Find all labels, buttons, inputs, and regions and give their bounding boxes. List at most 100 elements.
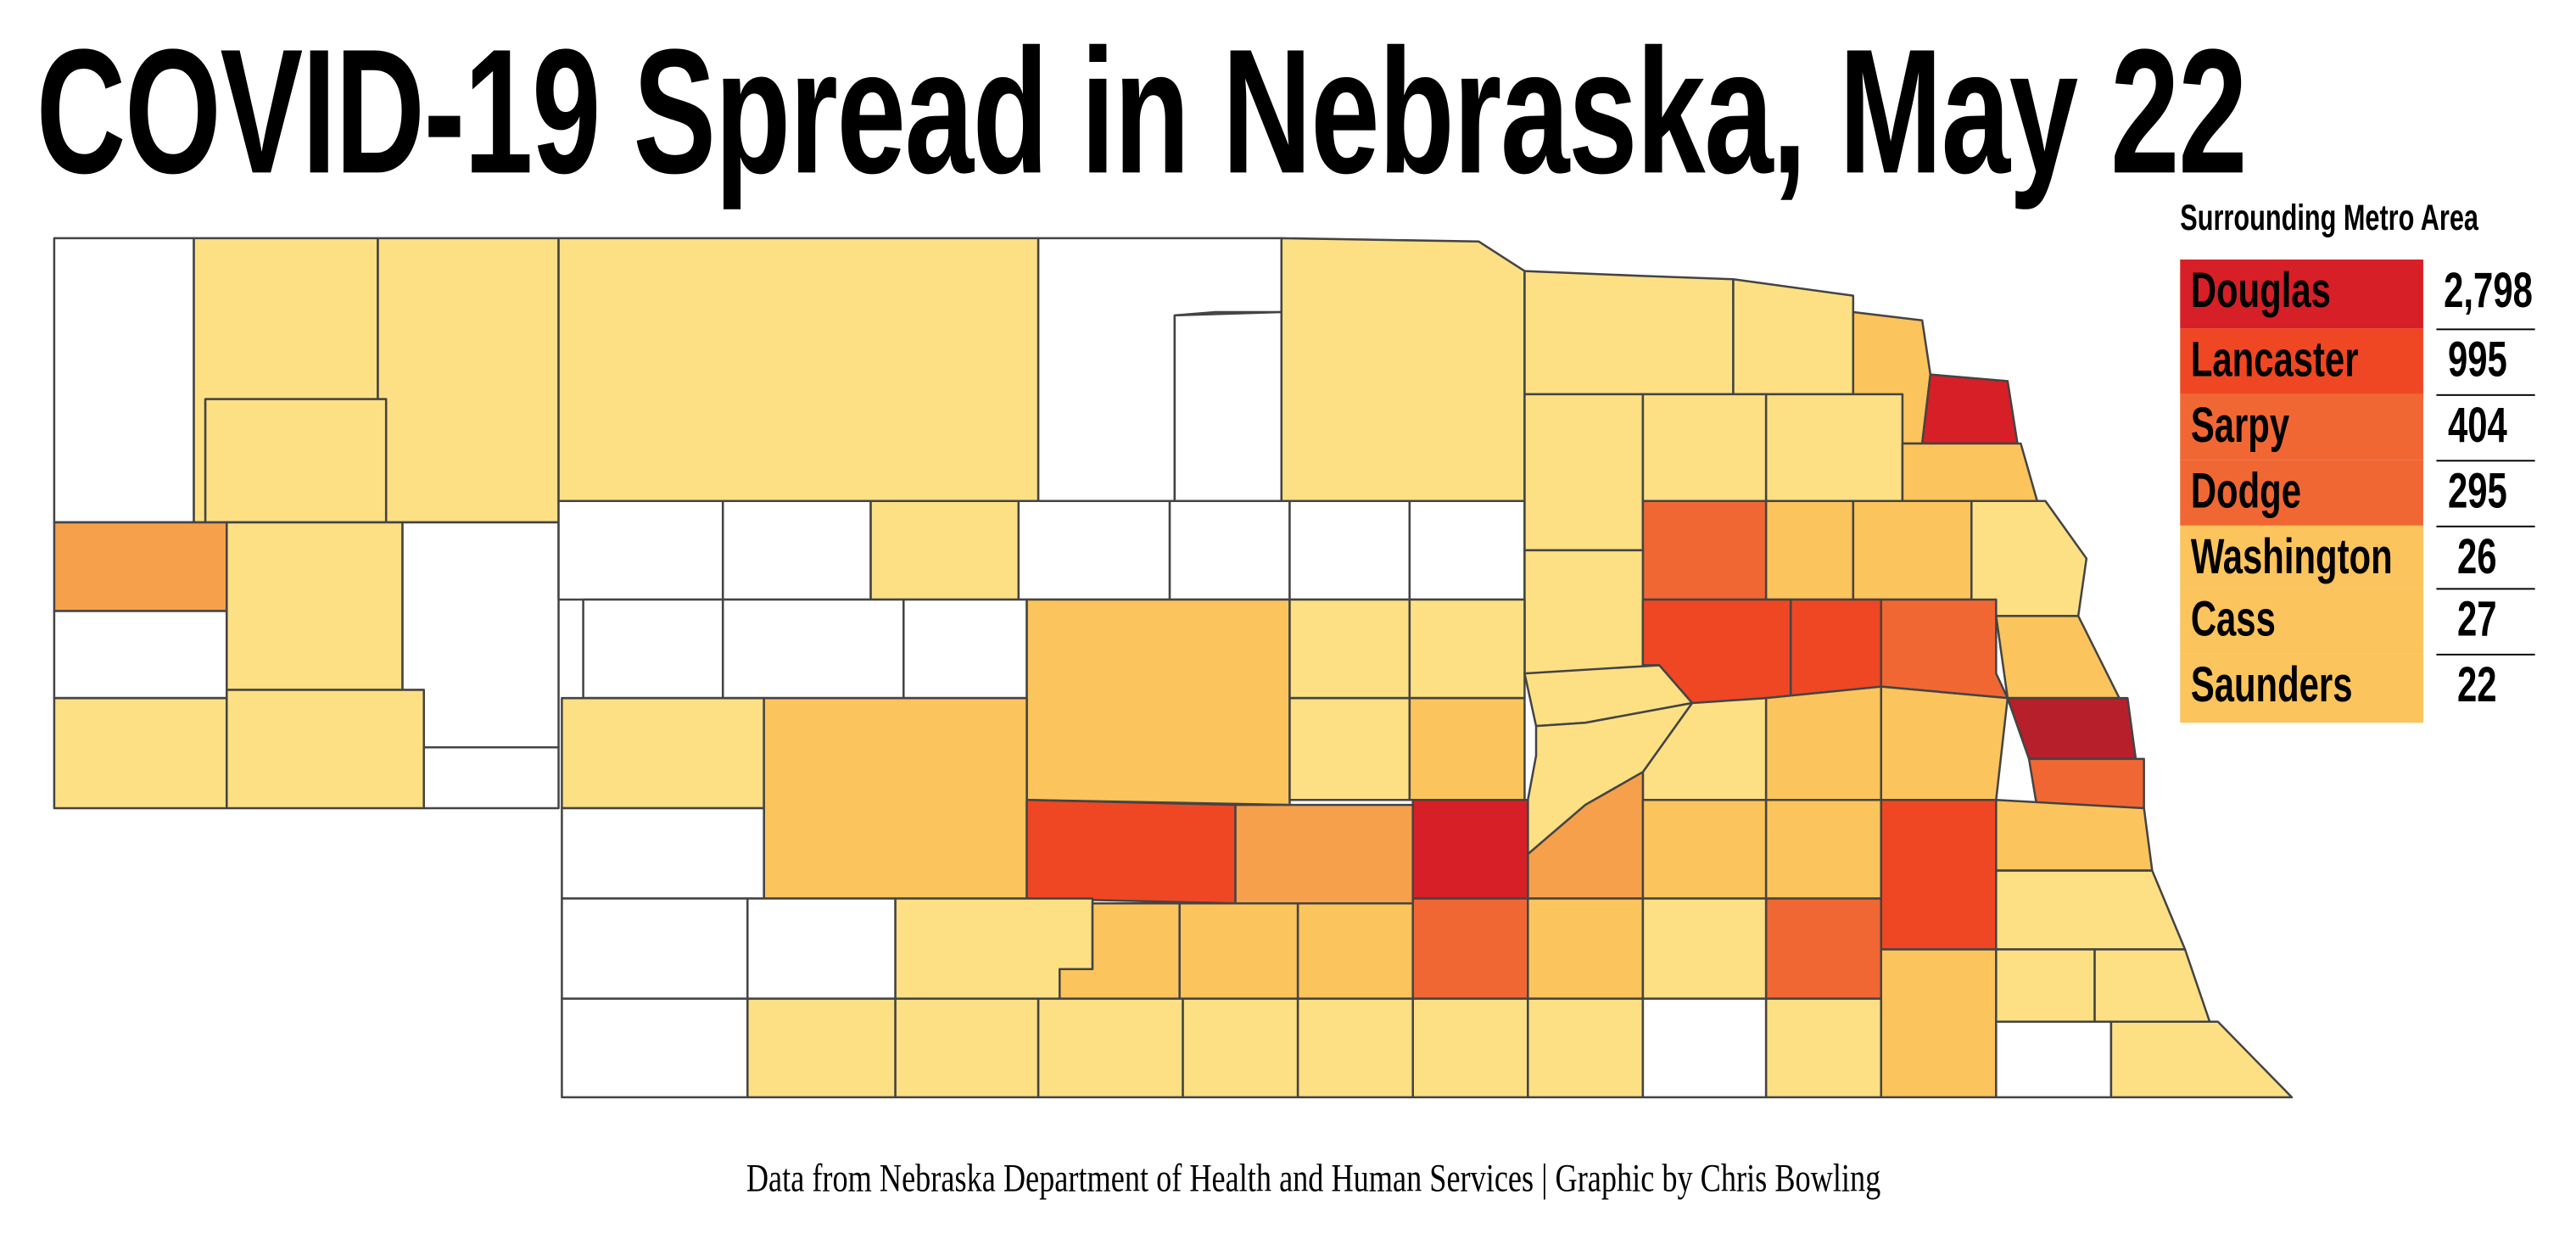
county-region bbox=[1880, 948, 1998, 1099]
county-region bbox=[1641, 799, 1768, 900]
county-region bbox=[561, 897, 749, 1000]
legend-row: Dodge 295 bbox=[2180, 460, 2535, 527]
county-region bbox=[557, 237, 1040, 503]
county-region bbox=[1411, 799, 1529, 900]
county-region bbox=[422, 746, 560, 810]
county-region bbox=[1408, 500, 1526, 601]
legend-case-value: 26 bbox=[2457, 530, 2498, 585]
county-region bbox=[1017, 500, 1171, 601]
county-region bbox=[1641, 500, 1768, 601]
county-region bbox=[746, 997, 897, 1099]
legend-county-name: Lancaster bbox=[2190, 333, 2359, 388]
legend-case-value: 2,798 bbox=[2444, 264, 2533, 319]
county-region bbox=[1995, 1020, 2113, 1099]
county-region bbox=[1852, 500, 1973, 601]
county-region bbox=[1178, 902, 1299, 1000]
legend-row: Saunders 22 bbox=[2180, 653, 2533, 723]
county-region bbox=[1182, 997, 1299, 1099]
legend-case-value: 404 bbox=[2447, 399, 2507, 454]
county-region bbox=[1025, 799, 1237, 905]
county-region bbox=[377, 237, 560, 524]
legend-divider bbox=[2436, 652, 2535, 656]
legend-case-value: 22 bbox=[2457, 658, 2498, 713]
county-region bbox=[1411, 897, 1529, 1000]
county-region bbox=[1411, 997, 1529, 1099]
county-region bbox=[1880, 799, 1998, 951]
county-region bbox=[1288, 500, 1411, 601]
county-region bbox=[582, 598, 724, 700]
county-region bbox=[1764, 685, 1883, 801]
county-region bbox=[561, 696, 765, 810]
county-region bbox=[1523, 393, 1645, 552]
legend-case-count: 27 bbox=[2427, 588, 2529, 653]
county-region bbox=[1527, 897, 1645, 1000]
legend-row: Sarpy 404 bbox=[2180, 393, 2535, 462]
county-region bbox=[226, 689, 425, 810]
county-region bbox=[561, 997, 749, 1099]
county-region bbox=[1168, 500, 1291, 601]
county-region bbox=[53, 237, 195, 524]
county-region bbox=[1920, 373, 2019, 445]
legend-case-value: 995 bbox=[2447, 333, 2507, 388]
county-region bbox=[746, 897, 897, 1000]
legend-county-swatch: Dodge bbox=[2180, 460, 2423, 526]
legend-county-name: Douglas bbox=[2190, 264, 2331, 319]
county-region bbox=[1408, 696, 1526, 801]
county-region bbox=[1523, 270, 1735, 396]
legend-county-swatch: Lancaster bbox=[2180, 328, 2423, 394]
legend-row: Washington 26 bbox=[2180, 525, 2535, 590]
county-region bbox=[1732, 278, 1855, 396]
county-region bbox=[721, 500, 872, 601]
county-region bbox=[894, 997, 1040, 1099]
legend-case-count: 26 bbox=[2427, 526, 2529, 589]
county-region bbox=[1995, 615, 2121, 700]
legend-county-name: Washington bbox=[2190, 530, 2393, 585]
legend-row: Douglas 2,798 bbox=[2180, 260, 2535, 331]
county-region bbox=[2027, 757, 2145, 810]
county-region bbox=[1764, 393, 1904, 503]
legend-title: Surrounding Metro Area bbox=[2180, 197, 2478, 238]
legend-county-name: Saunders bbox=[2190, 658, 2353, 713]
county-region bbox=[1880, 685, 2009, 801]
county-region bbox=[204, 398, 388, 524]
county-region bbox=[1995, 948, 2096, 1024]
county-region bbox=[1641, 897, 1768, 1000]
legend-county-swatch: Cass bbox=[2180, 588, 2423, 654]
county-region bbox=[1527, 997, 1645, 1099]
county-region bbox=[226, 521, 404, 691]
county-region bbox=[1173, 310, 1283, 503]
legend-case-count: 995 bbox=[2427, 328, 2529, 393]
legend-case-value: 295 bbox=[2447, 465, 2507, 520]
county-region bbox=[2109, 1020, 2294, 1099]
county-region bbox=[1025, 598, 1291, 806]
county-region bbox=[1764, 500, 1855, 601]
legend-divider bbox=[2436, 459, 2535, 462]
legend-case-count: 22 bbox=[2427, 654, 2529, 723]
legend-county-swatch: Saunders bbox=[2180, 653, 2423, 723]
county-region bbox=[1764, 799, 1883, 900]
county-region bbox=[1408, 598, 1526, 700]
county-region bbox=[53, 696, 228, 810]
legend-divider bbox=[2436, 393, 2535, 396]
county-region bbox=[1764, 997, 1883, 1099]
legend-case-count: 2,798 bbox=[2427, 260, 2533, 328]
county-region bbox=[721, 598, 905, 700]
legend-county-swatch: Sarpy bbox=[2180, 393, 2423, 460]
legend-county-swatch: Douglas bbox=[2180, 260, 2423, 329]
legend-county-name: Sarpy bbox=[2190, 399, 2290, 454]
county-region bbox=[1296, 997, 1414, 1099]
county-region bbox=[1901, 442, 2039, 503]
county-region bbox=[557, 500, 724, 601]
county-region bbox=[1234, 803, 1414, 908]
county-region bbox=[53, 610, 228, 700]
page-title: COVID-19 Spread in Nebraska, May 22 bbox=[36, 11, 2248, 210]
county-region bbox=[53, 521, 228, 612]
legend-case-count: 295 bbox=[2427, 460, 2529, 525]
legend-divider bbox=[2436, 587, 2535, 590]
county-region bbox=[1280, 237, 1526, 503]
county-region bbox=[1288, 598, 1411, 700]
county-region bbox=[1995, 799, 2154, 872]
legend-divider bbox=[2436, 524, 2535, 527]
county-region bbox=[1641, 997, 1768, 1099]
